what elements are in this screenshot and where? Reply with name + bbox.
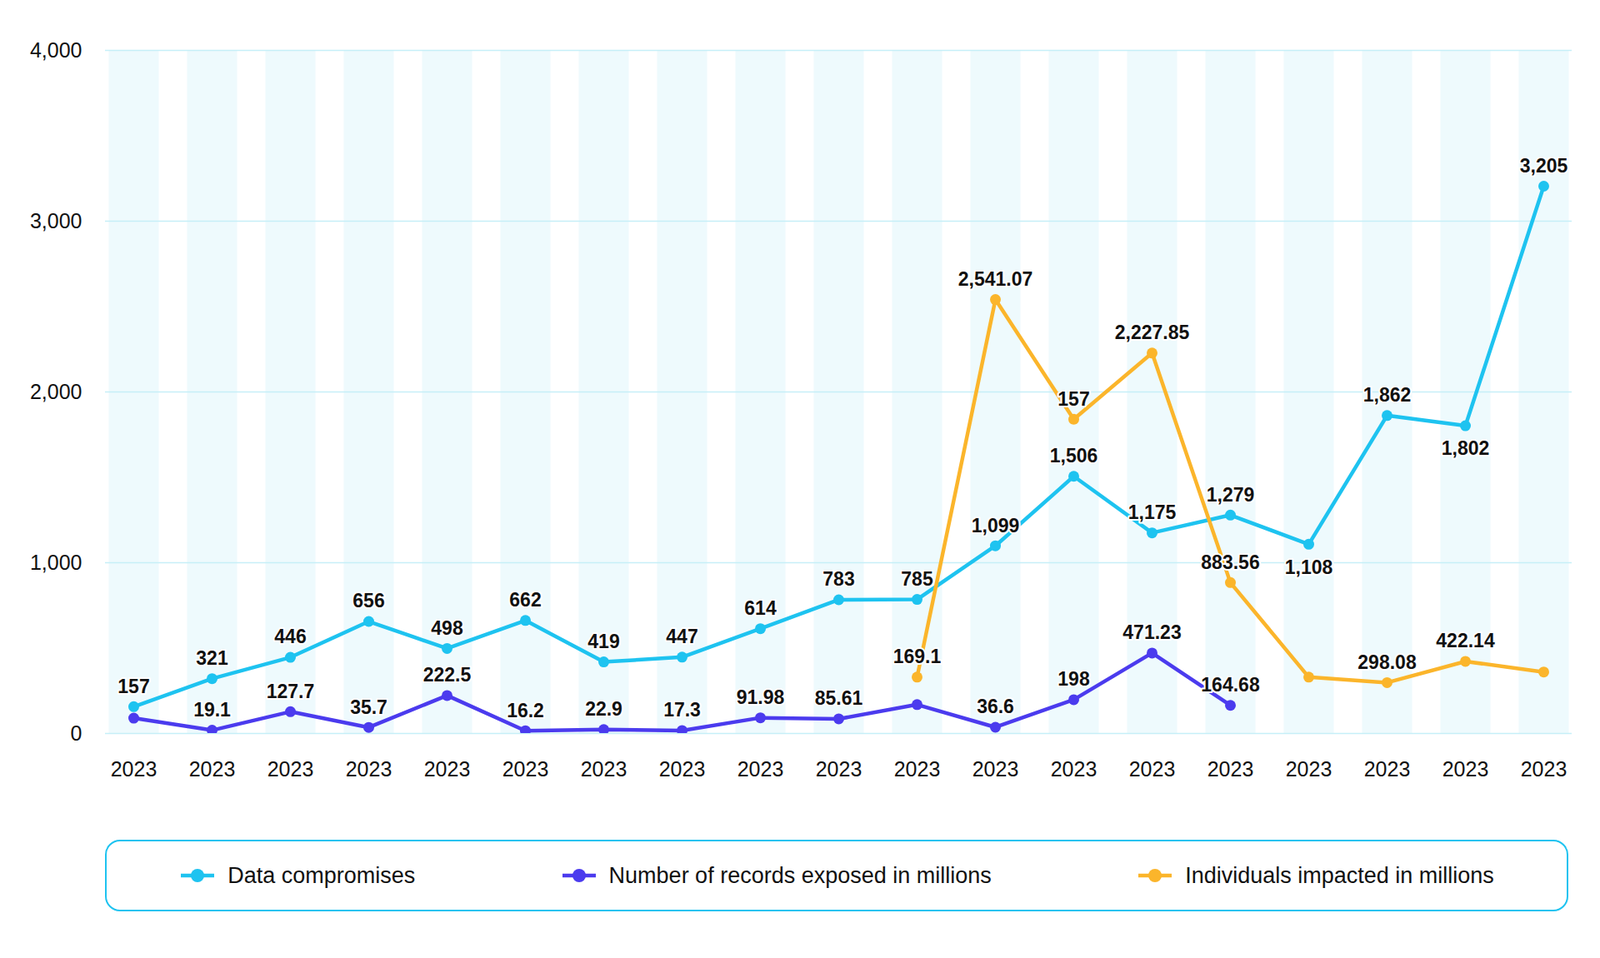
- svg-text:2023: 2023: [1442, 757, 1490, 781]
- svg-text:85.61: 85.61: [815, 687, 864, 710]
- svg-text:298.08: 298.08: [1357, 651, 1417, 674]
- svg-text:2023: 2023: [1520, 757, 1568, 781]
- svg-text:2023: 2023: [894, 757, 941, 781]
- svg-text:157: 157: [117, 675, 150, 698]
- svg-text:422.14: 422.14: [1435, 630, 1495, 652]
- svg-text:2023: 2023: [502, 757, 550, 781]
- svg-text:785: 785: [900, 568, 934, 590]
- svg-text:1,279: 1,279: [1206, 484, 1255, 506]
- svg-text:35.7: 35.7: [350, 696, 388, 719]
- svg-text:446: 446: [274, 625, 306, 648]
- svg-text:127.7: 127.7: [266, 680, 315, 703]
- svg-text:783: 783: [822, 568, 855, 590]
- html-text:Data compromises: Data compromises: [227, 862, 416, 888]
- svg-text:2023: 2023: [345, 757, 393, 781]
- svg-text:2023: 2023: [267, 757, 315, 781]
- svg-text:1,099: 1,099: [971, 515, 1020, 537]
- svg-text:157: 157: [1057, 388, 1090, 410]
- svg-text:1,862: 1,862: [1363, 384, 1412, 406]
- svg-text:2023: 2023: [1050, 757, 1098, 781]
- svg-text:883.56: 883.56: [1200, 551, 1260, 574]
- svg-text:447: 447: [665, 625, 698, 648]
- svg-text:1,108: 1,108: [1285, 556, 1334, 579]
- svg-text:2023: 2023: [580, 757, 628, 781]
- svg-text:222.5: 222.5: [423, 664, 472, 686]
- svg-text:662: 662: [509, 589, 541, 611]
- svg-text:1,000: 1,000: [30, 550, 83, 575]
- svg-text:19.1: 19.1: [193, 699, 231, 721]
- svg-text:17.3: 17.3: [663, 699, 701, 721]
- svg-text:22.9: 22.9: [585, 698, 623, 720]
- svg-text:2023: 2023: [424, 757, 471, 781]
- svg-text:36.6: 36.6: [976, 695, 1015, 718]
- svg-text:2023: 2023: [1207, 757, 1255, 781]
- svg-text:2023: 2023: [737, 757, 785, 781]
- svg-text:656: 656: [352, 590, 385, 612]
- svg-text:2,227.85: 2,227.85: [1115, 321, 1190, 344]
- svg-text:3,205: 3,205: [1520, 155, 1569, 177]
- svg-text:0: 0: [70, 721, 83, 745]
- svg-text:614: 614: [744, 597, 777, 620]
- svg-text:4,000: 4,000: [30, 38, 83, 62]
- svg-text:1,802: 1,802: [1441, 437, 1490, 460]
- svg-text:2,000: 2,000: [30, 380, 83, 404]
- svg-text:2023: 2023: [189, 757, 236, 781]
- svg-text:3,000: 3,000: [30, 209, 83, 233]
- svg-text:2023: 2023: [972, 757, 1020, 781]
- svg-text:2023: 2023: [110, 757, 158, 781]
- html-text:Individuals impacted in millio: Individuals impacted in millions: [1185, 862, 1494, 888]
- svg-text:419: 419: [587, 630, 620, 653]
- svg-text:2023: 2023: [1129, 757, 1176, 781]
- html-text:Number of records exposed in m: Number of records exposed in millions: [608, 862, 992, 888]
- svg-text:164.68: 164.68: [1200, 674, 1260, 696]
- svg-text:2023: 2023: [659, 757, 706, 781]
- svg-text:2023: 2023: [815, 757, 863, 781]
- svg-text:321: 321: [195, 647, 229, 670]
- svg-text:198: 198: [1057, 668, 1090, 690]
- svg-text:1,175: 1,175: [1128, 501, 1177, 524]
- svg-text:91.98: 91.98: [736, 686, 785, 709]
- svg-text:2,541.07: 2,541.07: [958, 268, 1034, 290]
- svg-text:1,506: 1,506: [1050, 445, 1099, 467]
- svg-text:2023: 2023: [1364, 757, 1411, 781]
- svg-text:2023: 2023: [1285, 757, 1333, 781]
- svg-text:498: 498: [430, 617, 464, 640]
- svg-text:169.1: 169.1: [893, 645, 942, 668]
- svg-text:16.2: 16.2: [506, 700, 545, 722]
- svg-text:471.23: 471.23: [1122, 621, 1181, 644]
